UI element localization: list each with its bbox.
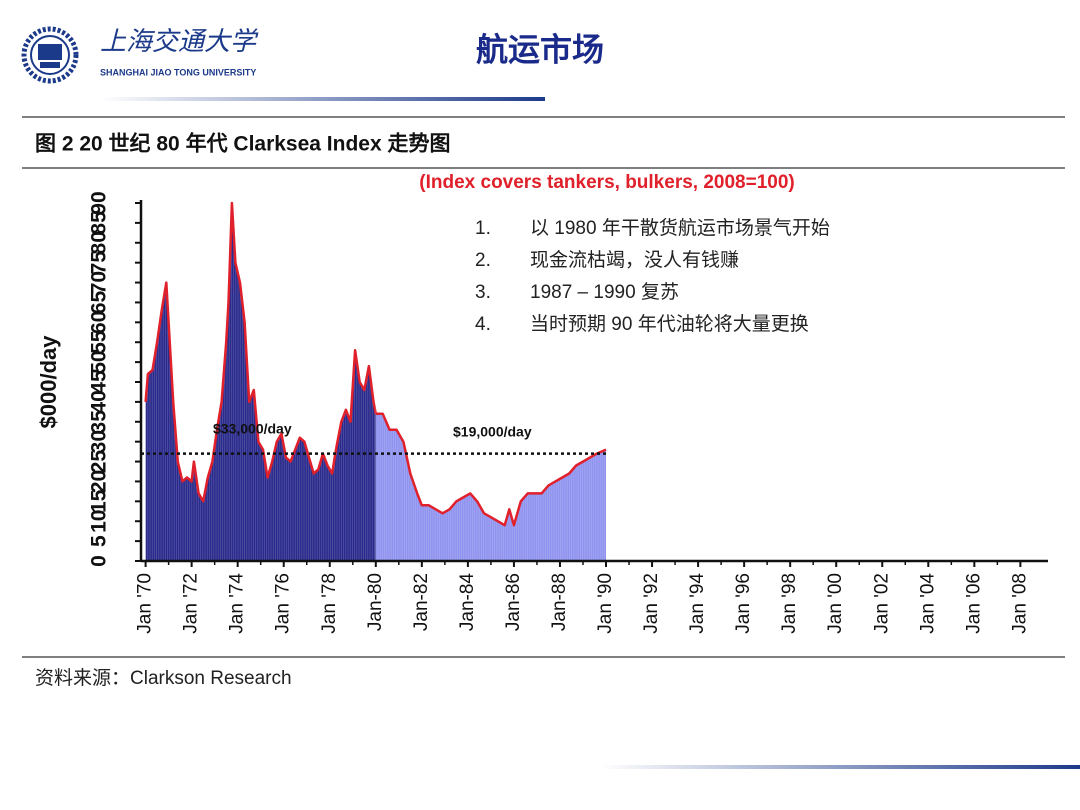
x-tick-label: Jan '06 (963, 573, 984, 634)
y-tick-label: 85 (88, 211, 111, 235)
y-tick-label: 45 (88, 370, 111, 394)
footer-rule (600, 765, 1080, 769)
y-tick-label: 60 (88, 311, 111, 334)
x-tick-label: Jan-84 (457, 573, 478, 632)
x-tick-label: Jan '76 (273, 573, 294, 634)
x-tick-label: Jan '78 (319, 573, 340, 634)
y-tick-label: 5 (88, 535, 111, 547)
area (145, 203, 376, 561)
x-tick-label: Jan '90 (595, 573, 616, 634)
header-rule (100, 97, 545, 101)
y-tick-label: 25 (88, 450, 111, 474)
y-tick-label: 55 (88, 330, 111, 354)
figure-source: 资料来源：Clarkson Research (35, 667, 292, 689)
y-tick-label: 75 (88, 251, 111, 275)
x-tick-label: Jan '98 (779, 573, 800, 634)
university-en: SHANGHAI JIAO TONG UNIVERSITY (100, 67, 256, 77)
y-tick-label: 50 (88, 350, 111, 373)
area-outline (144, 201, 378, 503)
x-tick-label: Jan '94 (687, 573, 708, 634)
note-text: 以 1980 年干散货航运市场景气开始 (530, 217, 830, 239)
y-tick-label: 40 (88, 390, 111, 413)
y-tick-label: 90 (88, 191, 111, 214)
logo (21, 26, 79, 84)
university-cn: 上海交通大学 (100, 27, 259, 56)
y-tick-label: 10 (88, 510, 111, 533)
x-tick-label: Jan '04 (917, 573, 938, 634)
y-tick-label: 80 (88, 231, 111, 254)
x-tick-label: Jan '70 (135, 573, 156, 634)
annotation: $33,000/day (213, 421, 292, 437)
x-tick-label: Jan '02 (871, 573, 892, 634)
note-number: 4. (475, 314, 491, 335)
x-tick-label: Jan-86 (503, 573, 524, 631)
y-tick-label: 15 (88, 489, 111, 513)
x-tick-label: Jan '72 (181, 573, 202, 634)
note-number: 1. (475, 218, 491, 239)
x-tick-label: Jan '92 (641, 573, 662, 634)
area-outline (375, 412, 607, 527)
note-text: 现金流枯竭，没人有钱赚 (530, 249, 739, 271)
chart: (Index covers tankers, bulkers, 2008=100… (36, 172, 1048, 634)
y-tick-label: 20 (88, 470, 111, 493)
note-text: 当时预期 90 年代油轮将大量更换 (530, 313, 809, 335)
note-text: 1987 – 1990 复苏 (530, 281, 679, 303)
y-tick-label: 65 (88, 290, 111, 314)
note-number: 3. (475, 282, 491, 303)
x-tick-label: Jan '96 (733, 573, 754, 634)
y-tick-label: 35 (88, 410, 111, 434)
x-tick-label: Jan '00 (825, 573, 846, 634)
slide-title: 航运市场 (476, 31, 604, 67)
x-tick-label: Jan-80 (365, 573, 386, 631)
x-tick-label: Jan '74 (227, 573, 248, 634)
y-tick-label: 70 (88, 271, 111, 294)
note-number: 2. (475, 250, 491, 271)
y-tick-label: 30 (88, 430, 111, 453)
y-tick-label: 0 (88, 555, 111, 567)
annotation: $19,000/day (453, 424, 532, 440)
y-axis-label: $000/day (36, 335, 61, 429)
x-tick-label: Jan '08 (1009, 573, 1030, 634)
subtitle: (Index covers tankers, bulkers, 2008=100… (419, 172, 794, 193)
x-tick-label: Jan-82 (411, 573, 432, 631)
area (375, 413, 606, 561)
figure-caption: 图 2 20 世纪 80 年代 Clarksea Index 走势图 (35, 132, 451, 156)
x-tick-label: Jan-88 (549, 573, 570, 631)
